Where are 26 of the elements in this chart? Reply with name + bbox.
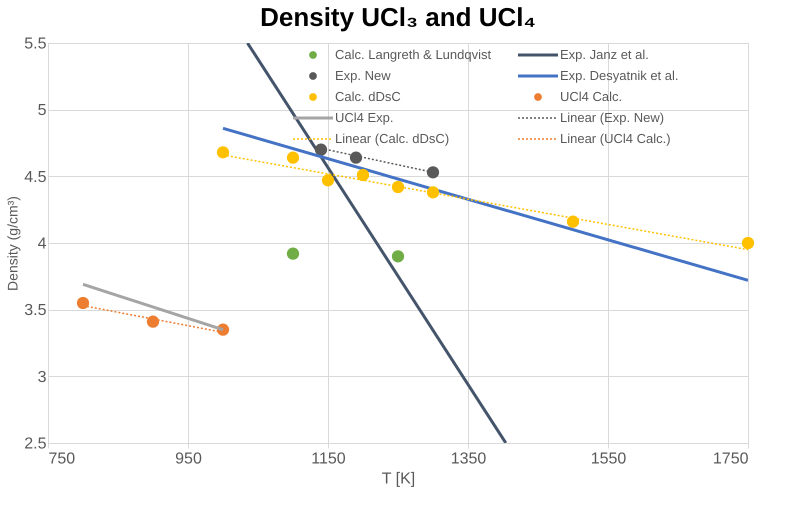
y-tick-label: 3: [38, 368, 47, 386]
legend-label: UCl4 Exp.: [335, 110, 394, 125]
x-tick-label: 1750: [712, 450, 749, 468]
y-tick-label: 3.5: [24, 302, 47, 320]
legend-label: Linear (Calc. dDsC): [335, 131, 450, 146]
y-tick-label: 5: [38, 102, 47, 120]
x-tick-label: 950: [175, 450, 202, 468]
chart-title: Density UCl₃ and UCl₄: [260, 2, 536, 32]
legend-label: UCl4 Calc.: [560, 89, 622, 104]
y-tick-label: 2.5: [24, 436, 47, 452]
y-tick-label: 5.5: [24, 36, 47, 52]
legend-label: Exp. Janz et al.: [560, 47, 649, 62]
y-tick-label: 4: [38, 236, 47, 252]
y-tick-label: 4.5: [24, 168, 47, 186]
legend-label: Linear (Exp. New): [560, 110, 664, 125]
legend-label: Linear (UCl4 Calc.): [560, 131, 671, 146]
x-tick-label: 1550: [590, 450, 626, 468]
legend-label: Exp. New: [335, 68, 392, 83]
x-tick-label: 1150: [311, 450, 346, 468]
legend-label: Calc. Langreth & Lundqvist: [335, 47, 492, 62]
x-tick-label: 1350: [450, 450, 486, 468]
y-axis-title: Density (g/cm³): [4, 196, 20, 291]
x-tick-label: 750: [48, 450, 76, 468]
legend-label: Exp. Desyatnik et al.: [560, 68, 678, 83]
x-axis-title: T [K]: [382, 470, 416, 488]
legend-label: Calc. dDsC: [335, 89, 401, 104]
